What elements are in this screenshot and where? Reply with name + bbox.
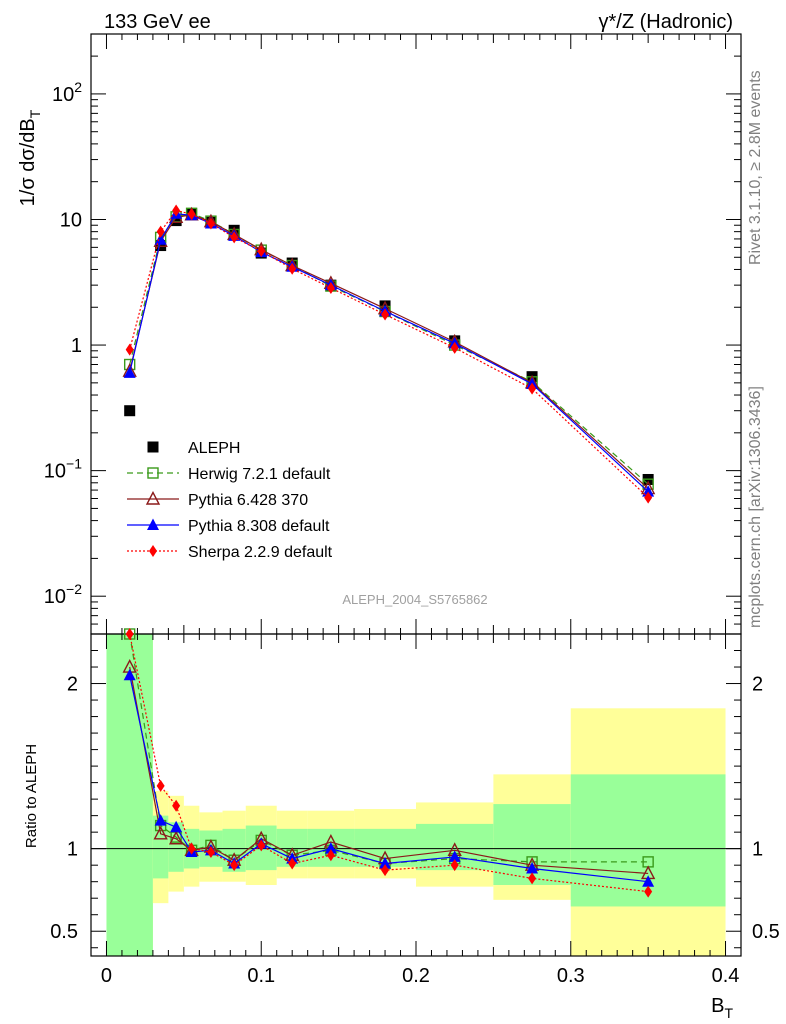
- ratio-sherpa-2-2-9-default-point: [257, 839, 266, 852]
- ratio-uncertainty-bands: [106, 634, 726, 956]
- x-tick-label: 0.3: [557, 965, 585, 987]
- ratio-y-tick-label: 1: [67, 839, 78, 861]
- ratio-inner-band: [106, 634, 153, 956]
- ratio-pythia-8-308-default-point: [123, 668, 136, 681]
- ratio-inner-band: [168, 822, 184, 872]
- analysis-id-label: ALEPH_2004_S5765862: [342, 592, 487, 607]
- x-tick-label: 0: [101, 965, 112, 987]
- legend-sherpa-2-2-9-default-label: Sherpa 2.2.9 default: [188, 544, 333, 561]
- ratio-pythia-8-308-default-point: [379, 857, 392, 869]
- ratio-inner-band: [222, 828, 246, 872]
- ratio-pythia-8-308-default-point: [324, 842, 337, 854]
- main-sherpa-2-2-9-default-point: [230, 231, 239, 244]
- ratio-y-tick-label-right: 2: [752, 674, 763, 696]
- main-sherpa-2-2-9-default-point: [528, 382, 537, 395]
- ratio-panel-series: [122, 628, 656, 898]
- main-sherpa-2-2-9-default-point: [644, 491, 653, 504]
- ratio-panel-frame: 0 0.1 0.2 0.3 0.4 0.5 0.5 1 1 2 2: [50, 633, 780, 987]
- ratio-pythia-8-308-default-point: [154, 814, 167, 826]
- main-pythia-8-308-default-point: [642, 485, 655, 497]
- ratio-sherpa-2-2-9-default-point: [206, 845, 215, 858]
- ratio-sherpa-2-2-9-default-point: [125, 628, 134, 640]
- legend: ALEPH Herwig 7.2.1 default Pythia 6.428 37…: [127, 440, 333, 561]
- main-pythia-8-308-default-point: [154, 233, 167, 245]
- main-sherpa-2-2-9-default-point: [125, 343, 134, 356]
- ratio-pythia-6-428-370-point: [168, 830, 184, 845]
- main-aleph-point: [155, 240, 167, 252]
- ratio-y-axis-label: Ratio to ALEPH: [23, 744, 40, 848]
- ratio-inner-band: [152, 815, 169, 879]
- x-tick-label: 0.1: [247, 965, 275, 987]
- header-right-label: γ*/Z (Hadronic): [599, 11, 733, 33]
- x-tick-label: 0.2: [402, 965, 430, 987]
- ratio-pythia-8-308-default-point: [170, 820, 183, 833]
- main-y-axis-label: 1/σ dσ/dBT: [17, 109, 43, 206]
- main-sherpa-2-2-9-default-point: [326, 281, 335, 294]
- legend-aleph-marker: [147, 441, 159, 453]
- x-tick-label: 0.4: [712, 965, 740, 987]
- main-y-tick-label: 10: [60, 209, 82, 231]
- ratio-sherpa-2-2-9-default-point: [326, 849, 335, 862]
- main-sherpa-2-2-9-default-point: [206, 217, 215, 230]
- main-sherpa-2-2-9-default-point: [381, 308, 390, 321]
- main-y-tick-label: 102: [52, 79, 82, 106]
- ratio-sherpa-2-2-9-default-point: [644, 885, 653, 898]
- ratio-sherpa-2-2-9-default-point: [187, 842, 196, 855]
- main-y-tick-exponent: −1: [66, 456, 82, 472]
- main-y-tick-exponent: −2: [66, 581, 82, 597]
- legend-pythia-6-428-370-label: Pythia 6.428 370: [188, 492, 308, 509]
- main-sherpa-2-2-9-default-point: [257, 245, 266, 258]
- main-aleph-point: [170, 215, 182, 227]
- rivet-version-label: Rivet 3.1.10, ≥ 2.8M events: [747, 70, 764, 265]
- main-y-tick-label: 10−1: [44, 456, 82, 483]
- main-y-tick-label: 1: [71, 335, 82, 357]
- ratio-y-tick-label: 2: [67, 674, 78, 696]
- main-sherpa-2-2-9-default-point: [450, 341, 459, 354]
- legend-pythia-6-428-370-marker: [145, 490, 161, 505]
- ratio-y-tick-label: 0.5: [50, 921, 78, 943]
- ratio-sherpa-2-2-9-default-point: [288, 857, 297, 870]
- main-aleph-point: [124, 405, 136, 417]
- ratio-y-tick-label-right: 0.5: [752, 921, 780, 943]
- main-sherpa-2-2-9-default-point: [172, 204, 181, 217]
- ratio-sherpa-2-2-9-default-point: [156, 779, 165, 792]
- ratio-pythia-8-308-default-point: [526, 861, 539, 874]
- ratio-sherpa-2-2-9-default-point: [230, 859, 239, 872]
- ratio-pythia-8-308-default-point: [448, 850, 461, 862]
- ratio-y-tick-label-right: 1: [752, 839, 763, 861]
- legend-pythia-8-308-default-marker: [147, 518, 159, 530]
- ratio-pythia-6-428-370-point: [153, 825, 168, 840]
- x-axis-label: BT: [711, 995, 733, 1021]
- main-sherpa-2-2-9-default-point: [187, 208, 196, 221]
- main-y-tick-exponent: 2: [74, 79, 82, 95]
- main-y-tick-label: 10−2: [44, 581, 82, 608]
- legend-pythia-8-308-default-label: Pythia 8.308 default: [188, 518, 330, 535]
- ratio-sherpa-2-2-9-default-point: [528, 872, 537, 885]
- main-sherpa-2-2-9-default-point: [156, 225, 165, 238]
- main-sherpa-2-2-9-default-point: [288, 262, 297, 275]
- ratio-sherpa-2-2-9-default-point: [172, 799, 181, 812]
- legend-sherpa-2-2-9-default-marker: [149, 545, 157, 557]
- legend-herwig-7-2-1-default-label: Herwig 7.2.1 default: [188, 466, 331, 483]
- header-left-label: 133 GeV ee: [104, 11, 211, 33]
- ratio-pythia-8-308-default-point: [642, 875, 655, 887]
- mcplots-label: mcplots.cern.ch [arXiv:1306.3436]: [747, 386, 764, 628]
- main-pythia-8-308-default-point: [123, 366, 136, 378]
- legend-herwig-7-2-1-default-marker: [147, 467, 159, 479]
- main-panel-frame: 10−2 10−1 1 10 102: [44, 33, 742, 635]
- legend-aleph-label: ALEPH: [188, 440, 240, 457]
- ratio-sherpa-2-2-9-default-point: [381, 864, 390, 877]
- ratio-sherpa-2-2-9-default-point: [450, 859, 459, 872]
- main-panel-series: [122, 204, 656, 504]
